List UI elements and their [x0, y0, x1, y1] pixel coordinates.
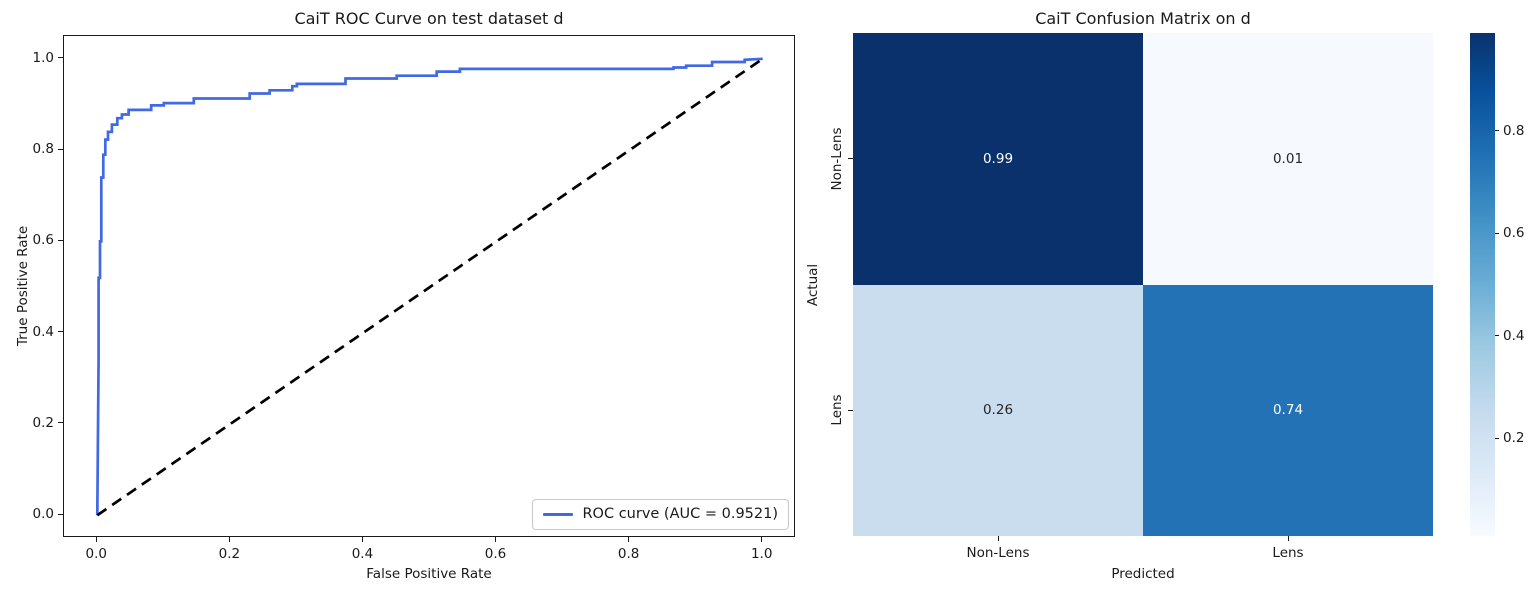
cm-xtick-mark	[997, 536, 999, 541]
cm-colorbar-tick-label: 0.8	[1503, 122, 1525, 139]
roc-xtick-mark	[628, 537, 630, 542]
chance-diagonal	[96, 57, 764, 517]
cm-colorbar-tick-label: 0.2	[1503, 430, 1525, 447]
roc-ytick-label: 1.0	[32, 49, 54, 66]
roc-ytick-mark	[58, 513, 63, 515]
cm-cell-1-1: 0.74	[1143, 284, 1433, 536]
roc-xtick-mark	[95, 537, 97, 542]
roc-xtick-mark	[361, 537, 363, 542]
cm-colorbar-tick-label: 0.6	[1503, 225, 1525, 242]
cm-colorbar-tick-label: 0.4	[1503, 327, 1525, 344]
roc-ylabel: True Positive Rate	[15, 225, 31, 347]
cm-xtick-label: Non-Lens	[966, 545, 1030, 561]
roc-legend-line-sample	[543, 512, 574, 516]
roc-ytick-mark	[58, 239, 63, 241]
cm-ylabel: Actual	[805, 263, 821, 306]
cm-ytick-mark	[848, 409, 853, 411]
cm-ytick-label: Non-Lens	[829, 127, 845, 191]
roc-xtick-label: 0.2	[218, 546, 241, 562]
cm-colorbar	[1470, 33, 1495, 536]
cm-xtick-mark	[1287, 536, 1289, 541]
cm-colorbar-tick-mark	[1495, 232, 1499, 234]
cm-title: CaiT Confusion Matrix on d	[1035, 9, 1251, 28]
roc-xtick-mark	[228, 537, 230, 542]
roc-legend-label: ROC curve (AUC = 0.9521)	[582, 506, 778, 522]
cm-cell-0-1: 0.01	[1143, 33, 1433, 285]
roc-ytick-label: 0.0	[32, 506, 54, 523]
roc-xtick-mark	[495, 537, 497, 542]
cm-cell-1-0: 0.26	[853, 284, 1143, 536]
cm-colorbar-tick-mark	[1495, 335, 1499, 337]
roc-chart-canvas	[95, 57, 764, 517]
cm-cell-0-0: 0.99	[853, 33, 1143, 285]
roc-xtick-label: 0.6	[484, 546, 507, 562]
cm-ytick-label: Lens	[829, 394, 845, 426]
roc-plot-area: ROC curve (AUC = 0.9521)	[63, 35, 795, 537]
roc-ytick-label: 0.8	[32, 141, 54, 158]
cm-xlabel: Predicted	[1111, 566, 1175, 582]
roc-xtick-mark	[761, 537, 763, 542]
roc-ytick-label: 0.6	[32, 232, 54, 249]
roc-ytick-label: 0.4	[32, 323, 54, 340]
cm-colorbar-tick-mark	[1495, 437, 1499, 439]
roc-ytick-mark	[58, 148, 63, 150]
roc-xtick-label: 0.8	[617, 546, 640, 562]
roc-xlabel: False Positive Rate	[366, 566, 492, 582]
cm-colorbar-tick-mark	[1495, 130, 1499, 132]
roc-ytick-label: 0.2	[32, 414, 54, 431]
roc-xtick-label: 1.0	[750, 546, 773, 562]
cm-heatmap: 0.99 0.01 0.26 0.74	[853, 33, 1433, 536]
roc-xtick-label: 0.0	[85, 546, 108, 562]
roc-ytick-mark	[58, 57, 63, 59]
cm-xtick-label: Lens	[1272, 545, 1304, 561]
roc-title: CaiT ROC Curve on test dataset d	[294, 9, 564, 28]
roc-legend: ROC curve (AUC = 0.9521)	[532, 499, 789, 530]
roc-xtick-label: 0.4	[351, 546, 374, 562]
roc-curve	[95, 57, 763, 516]
roc-ytick-mark	[58, 331, 63, 333]
roc-ytick-mark	[58, 422, 63, 424]
cm-ytick-mark	[848, 158, 853, 160]
